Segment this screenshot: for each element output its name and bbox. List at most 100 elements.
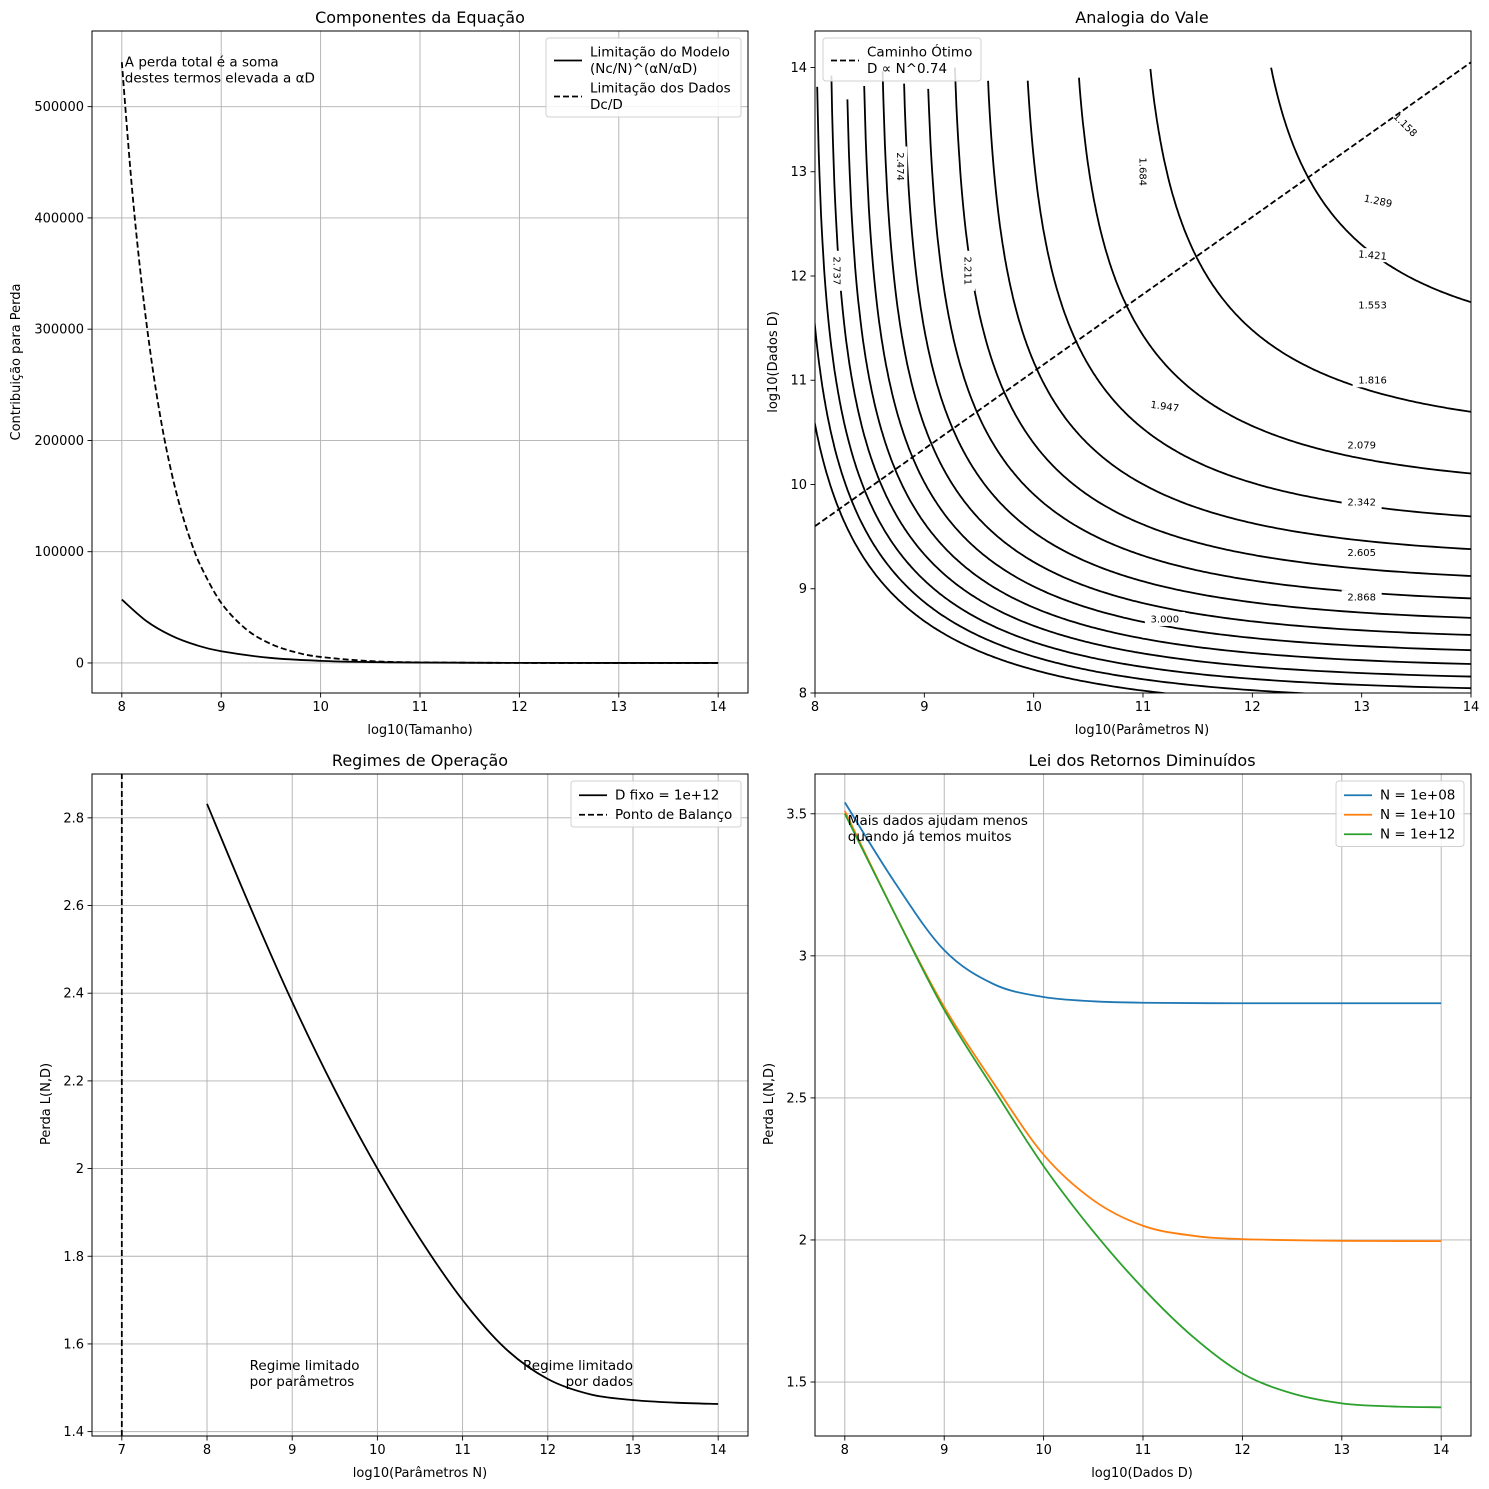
contour-level-1 — [1149, 68, 1471, 413]
contour-label-bg — [1352, 298, 1393, 313]
contour-level-8 — [881, 71, 1471, 636]
legend-label-0: Limitação do Modelo (Nc/N)^(αN/αD) — [590, 45, 730, 78]
contour-label: 3.000 — [1151, 614, 1180, 625]
axes-frame — [91, 773, 749, 1437]
regimes-annotation-1: Regime limitado por dados — [523, 1358, 633, 1390]
legend-label-2: N = 1e+12 — [1380, 827, 1455, 843]
regimes-panel: Regimes de Operação Regime limitado por p… — [39, 751, 749, 1481]
y-tick-label: 8 — [799, 687, 807, 702]
diminishing-annotation: Mais dados ajudam menos quando já temos m… — [848, 813, 1028, 845]
contour-label-bg — [1352, 248, 1393, 263]
y-tick-label: 1.5 — [786, 1376, 807, 1391]
contour-label-bg — [1341, 437, 1382, 452]
contour-level-10 — [846, 99, 1471, 665]
diminishing-ylabel: Perda L(N,D) — [762, 1063, 777, 1145]
contour-level-11 — [830, 75, 1471, 678]
components-panel: Componentes da Equação A perda total é a… — [9, 8, 749, 738]
x-tick-label: 9 — [288, 1443, 296, 1458]
legend-label-0: D fixo = 1e+12 — [615, 788, 719, 804]
components-xlabel: log10(Tamanho) — [367, 723, 472, 738]
contour-label: 1.684 — [1137, 157, 1148, 186]
contour-label: 1.553 — [1358, 301, 1387, 312]
x-tick-label: 9 — [217, 700, 225, 715]
contour-level-5 — [954, 67, 1471, 577]
series-line-2 — [844, 813, 1442, 1409]
y-tick-label: 0 — [76, 656, 84, 671]
y-tick-label: 12 — [790, 269, 807, 284]
diminishing-plot-area: Mais dados ajudam menos quando já temos m… — [844, 801, 1442, 1409]
y-tick-label: 2.5 — [786, 1091, 807, 1106]
legend: N = 1e+08 N = 1e+10 N = 1e+12 — [1335, 780, 1465, 847]
x-tick-label: 11 — [412, 700, 429, 715]
regimes-xlabel: log10(Parâmetros N) — [353, 1466, 487, 1481]
x-tick-label: 10 — [369, 1443, 386, 1458]
components-title: Componentes da Equação — [315, 8, 525, 27]
y-tick-label: 2 — [799, 1233, 807, 1248]
contour-label-bg — [829, 250, 844, 291]
x-tick-label: 12 — [540, 1443, 557, 1458]
x-tick-label: 11 — [454, 1443, 471, 1458]
contour-label: 2.342 — [1347, 498, 1376, 509]
x-tick-label: 8 — [841, 1443, 849, 1458]
x-tick-label: 14 — [710, 700, 727, 715]
legend: Limitação do Modelo (Nc/N)^(αN/αD)Limitaç… — [545, 37, 742, 118]
legend-label-0: Caminho Ótimo D ∝ N^0.74 — [867, 43, 972, 78]
y-tick-label: 100000 — [34, 545, 84, 560]
contour-label-bg — [961, 250, 976, 291]
components-grid — [92, 31, 748, 693]
contour-label-bg — [1358, 193, 1399, 208]
legend: Caminho Ótimo D ∝ N^0.74 — [822, 37, 982, 82]
optimal-path-line — [815, 61, 1471, 527]
valley-xlabel: log10(Parâmetros N) — [1075, 723, 1209, 738]
contour-label-bg — [1352, 373, 1393, 388]
diminishing-title: Lei dos Retornos Diminuídos — [1028, 751, 1255, 770]
y-tick-label: 3.5 — [786, 807, 807, 822]
x-tick-label: 11 — [1135, 700, 1152, 715]
x-tick-label: 7 — [118, 1443, 126, 1458]
contour-label-bg — [1385, 117, 1426, 132]
series-line-0 — [206, 803, 719, 1405]
contour-label: 2.474 — [894, 152, 905, 181]
valley-panel: Analogia do Vale 1.1581.2891.4211.5531.6… — [766, 8, 1479, 738]
x-tick-label: 12 — [1244, 700, 1261, 715]
contour-level-4 — [987, 80, 1471, 551]
y-tick-label: 11 — [790, 374, 807, 389]
contour-level-13 — [815, 316, 1317, 693]
legend-frame — [822, 37, 982, 82]
legend-label-1: N = 1e+10 — [1380, 807, 1455, 823]
contour-level-0 — [1270, 67, 1471, 304]
components-annotation: A perda total é a soma destes termos elev… — [125, 54, 315, 86]
y-tick-label: 1.4 — [63, 1425, 84, 1440]
x-tick-label: 8 — [811, 700, 819, 715]
legend: D fixo = 1e+12 Ponto de Balanço — [570, 780, 742, 828]
y-tick-label: 300000 — [34, 323, 84, 338]
y-tick-label: 2 — [76, 1162, 84, 1177]
x-tick-label: 9 — [940, 1443, 948, 1458]
contour-label: 2.868 — [1347, 593, 1376, 604]
x-tick-label: 13 — [1353, 700, 1370, 715]
components-plot-area: A perda total é a soma destes termos elev… — [120, 54, 719, 664]
regimes-grid — [92, 774, 748, 1436]
y-tick-label: 2.4 — [63, 987, 84, 1002]
y-tick-label: 10 — [790, 478, 807, 493]
contour-level-7 — [903, 83, 1471, 619]
x-tick-label: 13 — [611, 700, 628, 715]
contour-label-bg — [1144, 399, 1185, 414]
components-ylabel: Contribuição para Perda — [9, 284, 24, 441]
series-line-0 — [844, 801, 1442, 1005]
contour-label: 2.737 — [830, 256, 841, 285]
x-tick-label: 13 — [1334, 1443, 1351, 1458]
legend-label-1: Ponto de Balanço — [615, 807, 732, 823]
axes-frame — [814, 773, 1472, 1437]
contour-level-2 — [1078, 77, 1471, 475]
regimes-title: Regimes de Operação — [332, 751, 508, 770]
legend-label-1: Limitação dos Dados Dc/D — [590, 81, 731, 114]
contour-level-14 — [815, 419, 1171, 693]
axes-frame — [91, 30, 749, 694]
contour-level-6 — [927, 88, 1471, 600]
contour-label: 2.605 — [1347, 548, 1376, 559]
contour-label-bg — [1136, 151, 1150, 192]
y-tick-label: 400000 — [34, 211, 84, 226]
axes-frame — [814, 30, 1472, 694]
